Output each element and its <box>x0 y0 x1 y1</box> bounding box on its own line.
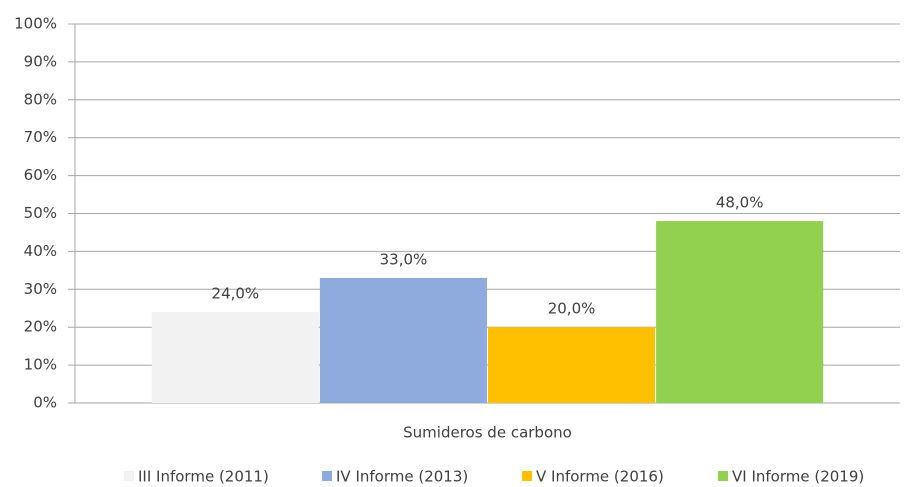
y-tick-label: 40% <box>24 242 57 260</box>
legend-swatch <box>124 471 134 481</box>
y-tick-label: 100% <box>14 15 57 33</box>
legend-swatch <box>522 471 532 481</box>
legend-label: VI Informe (2019) <box>732 468 864 486</box>
bar <box>151 312 319 403</box>
y-tick-label: 70% <box>24 128 57 146</box>
data-label: 24,0% <box>212 285 260 303</box>
bar <box>656 221 824 403</box>
bar <box>319 277 487 403</box>
y-tick-label: 60% <box>24 166 57 184</box>
legend-label: V Informe (2016) <box>536 468 664 486</box>
legend-label: III Informe (2011) <box>138 468 269 486</box>
legend-swatch <box>718 471 728 481</box>
y-tick-label: 50% <box>24 204 57 222</box>
bar <box>488 327 656 403</box>
legend-label: IV Informe (2013) <box>336 468 468 486</box>
data-label: 20,0% <box>548 300 596 318</box>
x-tick-label: Sumideros de carbono <box>403 424 572 442</box>
y-tick-label: 90% <box>24 52 57 70</box>
data-label: 48,0% <box>716 194 764 212</box>
y-tick-label: 30% <box>24 280 57 298</box>
y-tick-label: 20% <box>24 318 57 336</box>
y-tick-label: 0% <box>33 394 57 412</box>
y-tick-label: 80% <box>24 90 57 108</box>
legend-swatch <box>322 471 332 481</box>
y-tick-label: 10% <box>24 356 57 374</box>
data-label: 33,0% <box>380 250 428 268</box>
